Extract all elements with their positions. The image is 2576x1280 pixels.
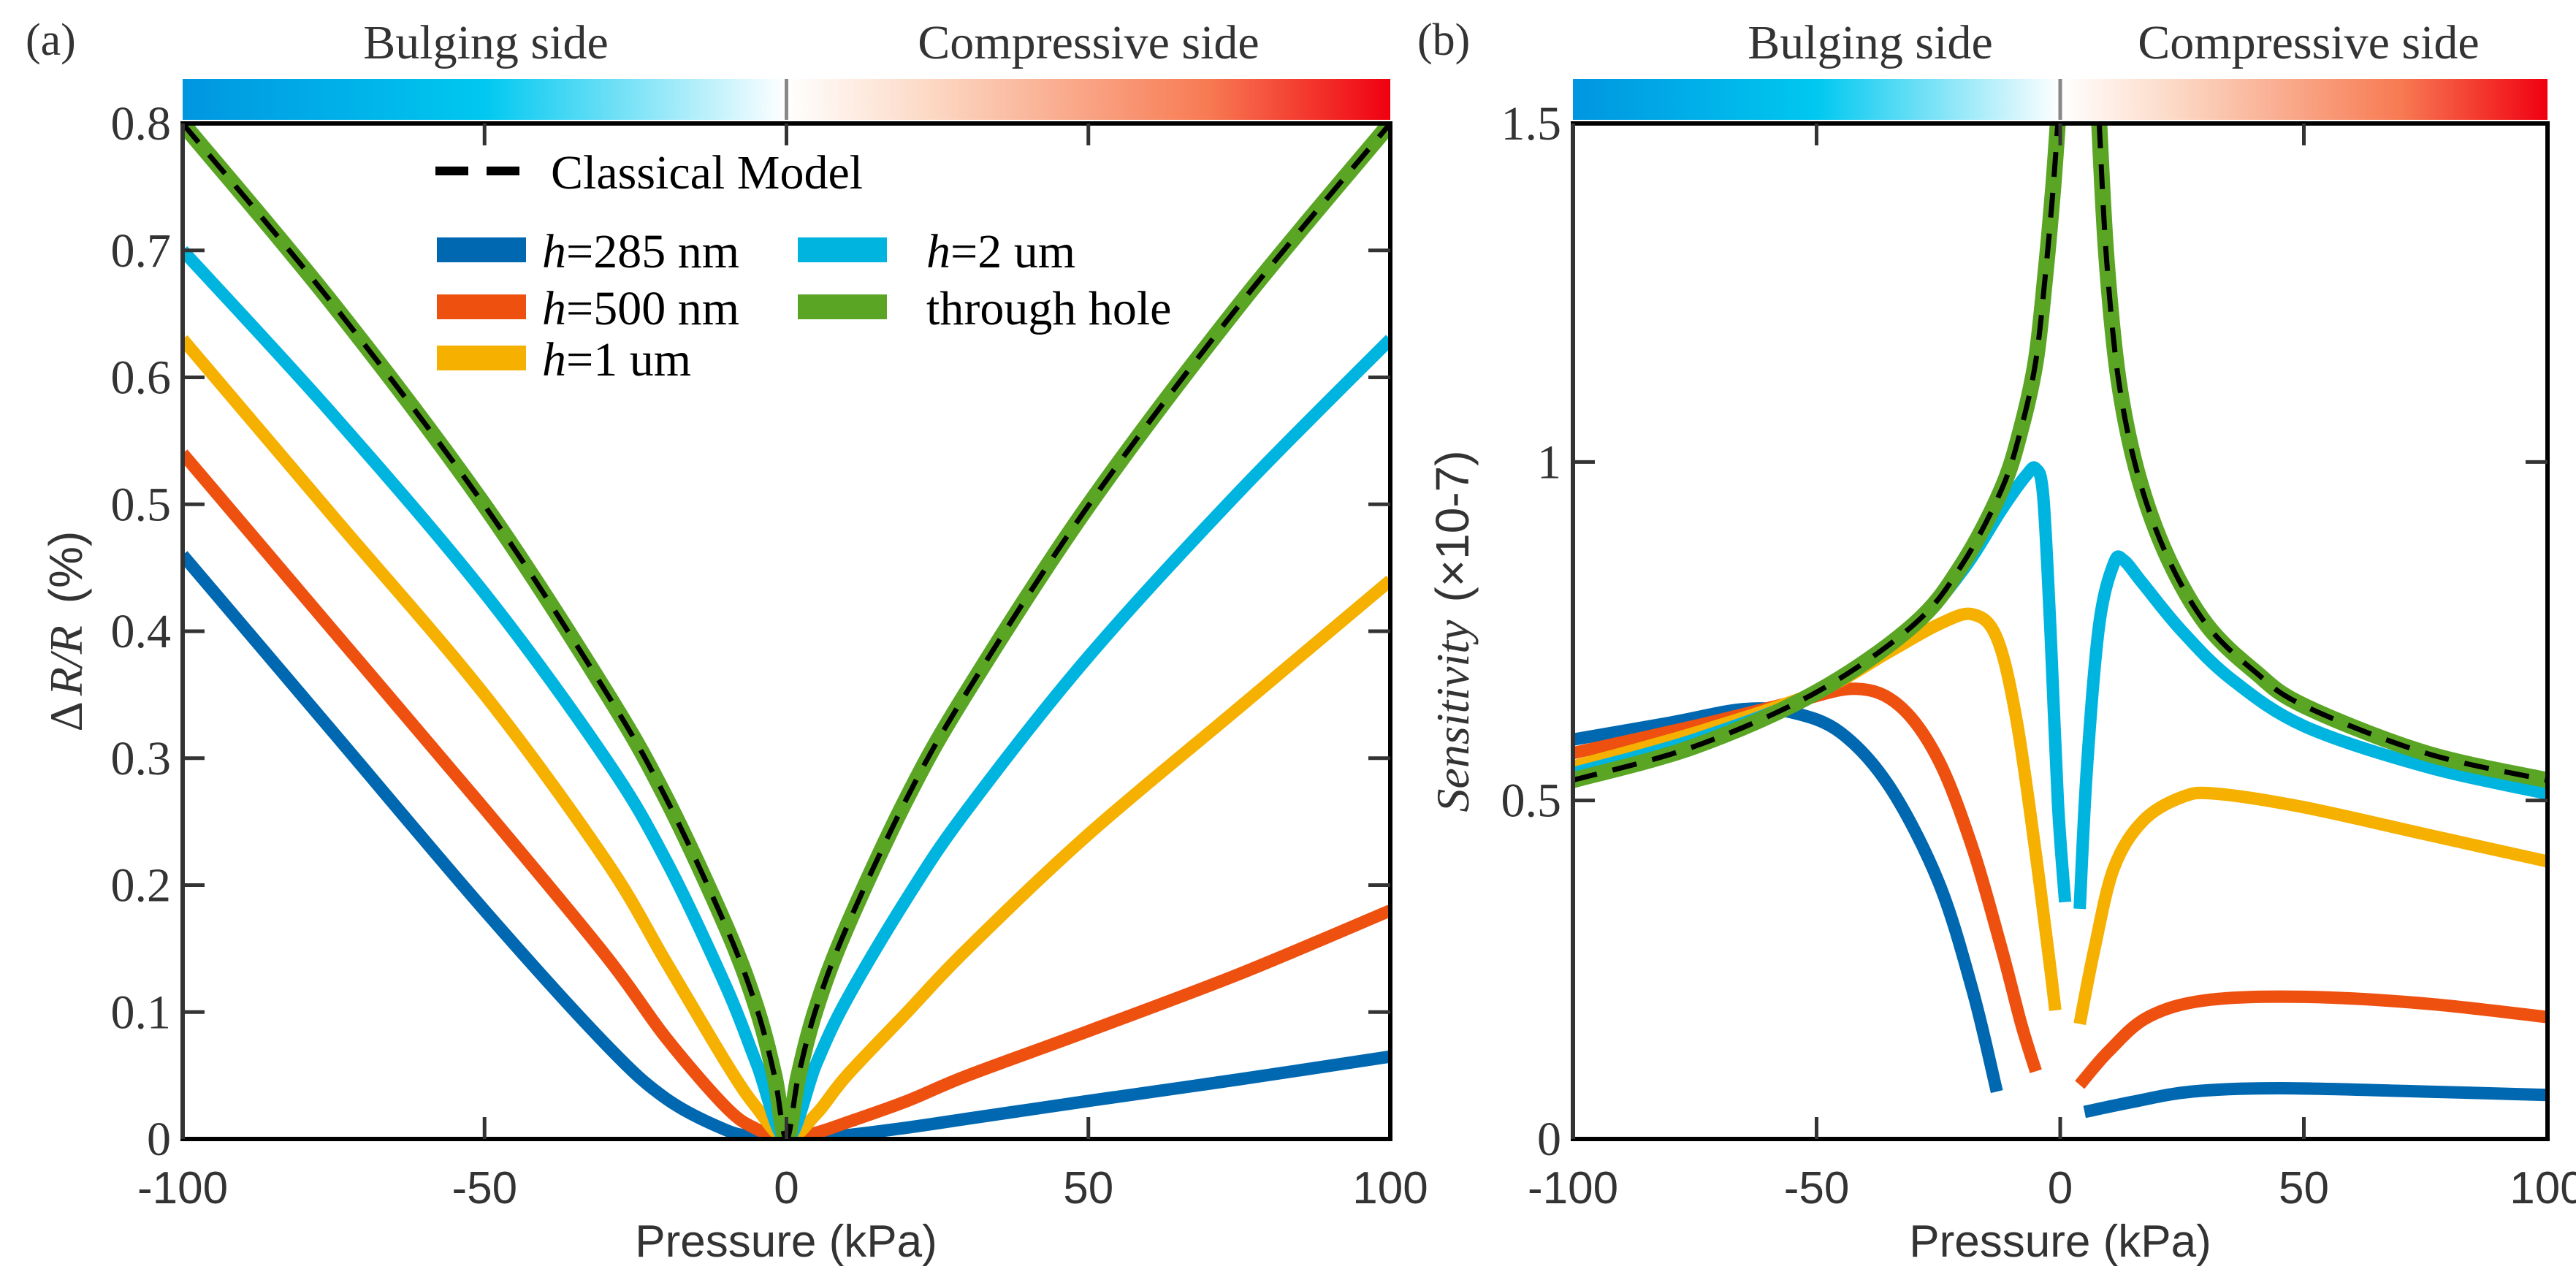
x-axis-label-b: Pressure (kPa) [1909,1216,2211,1267]
y-tick-label: 0.6 [111,351,172,405]
y-tick-label: 0.3 [111,732,172,785]
series-group [183,123,1390,1139]
y-tick-label: 0.5 [111,478,172,531]
compressive-side-label-a: Compressive side [918,16,1259,69]
series-line-h285-1 [2083,1082,2548,1119]
series-line-h2um-0 [183,246,1390,1139]
legend-label-h500: h=500 nm [542,282,739,335]
legend-label-through: through hole [926,282,1171,335]
panel-label-b: (b) [1417,15,1470,65]
y-axis-label-ratio: R/R [40,625,92,696]
y-axis-label-unit: (%) [39,531,92,604]
y-tick-label: 0 [147,1113,171,1166]
series-line-h1um-1 [2073,786,2548,1026]
y-tick-label: 0.8 [111,97,172,151]
legend-label-h1um: h=1 um [542,333,691,386]
y-tick-label: 0.7 [111,224,172,278]
y-axis-label-unit-b: (×10-7) [1426,450,1479,602]
y-axis-label-a: Δ R/R (%) [39,531,92,732]
y-tick-label: 1.5 [1501,97,1562,151]
x-tick-label: 100 [1352,1163,1428,1214]
y-tick-label: 0.1 [111,986,172,1039]
x-tick-label: -100 [137,1163,228,1214]
y-tick-label: 0.4 [111,605,172,658]
series-group [1573,123,2548,1119]
panel-label-a: (a) [26,15,76,65]
x-tick-label: -50 [1784,1163,1850,1214]
y-axis-label-name: Sensitivity [1427,620,1479,812]
series-line-through-0 [1573,123,2066,788]
series-line-h500-1 [2075,990,2548,1089]
compressive-side-label-b: Compressive side [2138,16,2479,69]
y-tick-label: 0 [1537,1113,1561,1166]
legend: Classical Model h=285 nm h=500 nm h=1 um… [435,146,1171,386]
y-tick-label: 0.5 [1501,774,1562,828]
x-tick-label: 0 [2048,1163,2073,1214]
panel-b: (b) Bulging side Compressive side Pressu… [1417,15,2576,1267]
legend-label-h2um: h=2 um [926,225,1075,278]
x-tick-label: 50 [2279,1163,2329,1214]
bulging-side-label-b: Bulging side [1748,16,1993,69]
series-line-classical-1 [2096,123,2548,783]
y-tick-label: 0.2 [111,859,172,913]
x-tick-label: -50 [451,1163,517,1214]
plot-frame [1571,121,2550,1141]
series-line-h285-0 [1573,702,2003,1094]
x-axis-label-a: Pressure (kPa) [635,1216,937,1267]
series-line-h2um-1 [2073,550,2548,910]
panel-a: (a) Bulging side Compressive side Pressu… [26,15,1428,1267]
legend-label-h285: h=285 nm [542,225,739,278]
x-tick-label: 100 [2510,1163,2576,1214]
x-tick-label: -100 [1528,1163,1618,1214]
series-line-classical-0 [183,123,1390,1139]
series-line-through-1 [2091,123,2548,788]
legend-label-classical: Classical Model [551,146,863,199]
bulging-side-label-a: Bulging side [363,16,609,69]
series-line-h1um-0 [1573,607,2062,1011]
x-tick-label: 0 [774,1163,799,1214]
y-tick-label: 1 [1537,435,1561,489]
x-tick-label: 50 [1063,1163,1113,1214]
series-line-classical-0 [1573,123,2061,783]
y-axis-label-b: Sensitivity (×10-7) [1426,450,1479,812]
series-line-h500-0 [183,449,1390,1139]
y-axis-label-delta: Δ [40,701,92,731]
series-line-h285-0 [183,551,1390,1139]
